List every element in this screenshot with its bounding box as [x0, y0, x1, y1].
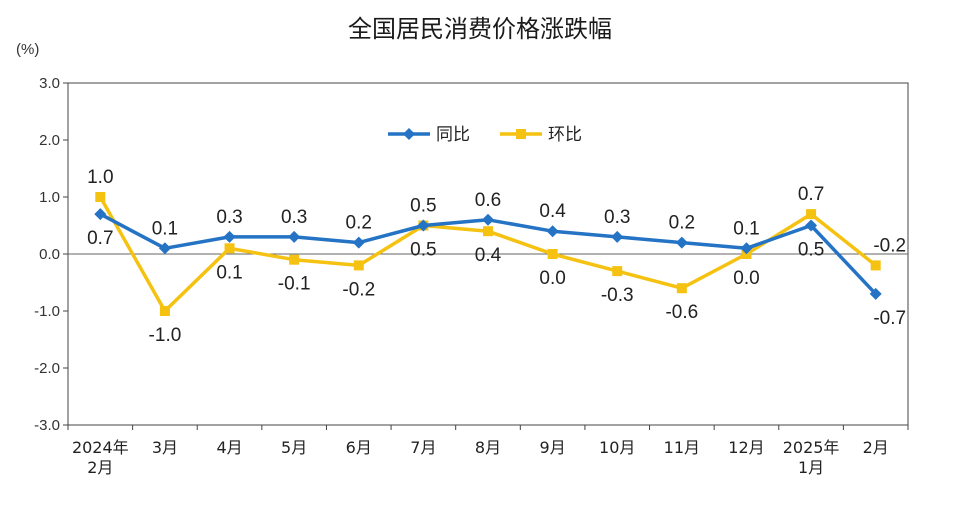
chart-title: 全国居民消费价格涨跌幅 [348, 15, 612, 43]
data-point [546, 225, 559, 238]
data-label: 0.1 [216, 262, 242, 283]
data-label: -0.2 [873, 235, 906, 256]
legend-marker [516, 129, 526, 139]
data-label: -0.7 [873, 308, 906, 329]
x-tick-label: 9月 [540, 438, 566, 457]
data-label: 0.6 [475, 190, 501, 211]
data-point [95, 192, 106, 202]
y-tick-label: 0.0 [39, 246, 60, 263]
y-tick-label: 2.0 [39, 132, 60, 149]
y-tick-label: -2.0 [34, 360, 60, 377]
data-label: 0.7 [87, 228, 113, 249]
data-point [94, 208, 107, 221]
data-point [482, 213, 494, 226]
data-label: 0.1 [152, 218, 178, 239]
data-label: 0.1 [733, 218, 759, 239]
x-tick-label: 2024年 [72, 438, 129, 457]
data-point [224, 243, 235, 254]
data-label: 0.4 [539, 201, 566, 222]
data-point [675, 236, 688, 249]
data-label: 0.5 [410, 196, 436, 217]
x-tick-label: 2月 [863, 438, 889, 457]
legend-label: 环比 [548, 125, 582, 145]
x-tick-label: 2025年 [783, 438, 840, 457]
x-tick-label: 7月 [410, 438, 436, 457]
y-tick-label: -3.0 [34, 417, 60, 434]
x-tick-label: 10月 [599, 438, 635, 457]
data-point [740, 242, 753, 255]
data-labels: 0.7 0.1 0.3 0.3 0.2 0.5 0.6 0.4 0.3 0.2 0.1 0.5 -0.7… [87, 167, 906, 346]
y-tick-label: 1.0 [39, 189, 60, 206]
data-point [159, 306, 170, 316]
data-label: 0.3 [281, 207, 307, 228]
data-label: -0.2 [342, 279, 375, 300]
data-point [611, 230, 624, 243]
y-tick-label: -1.0 [34, 303, 60, 320]
x-tick-label: 2月 [87, 458, 113, 477]
data-label: -0.3 [601, 285, 634, 306]
data-point [288, 230, 301, 243]
data-point [612, 266, 623, 277]
data-label: 0.3 [216, 207, 242, 228]
data-label: 0.2 [669, 213, 695, 234]
data-point [869, 287, 882, 300]
data-label: -0.1 [278, 274, 311, 295]
x-tick-label: 8月 [475, 438, 501, 457]
data-label: 0.3 [604, 207, 630, 228]
data-label: 0.7 [798, 184, 824, 205]
data-label: 0.5 [410, 240, 436, 261]
data-label: 0.0 [539, 268, 565, 289]
data-label: 0.4 [475, 245, 502, 266]
x-tick-label: 3月 [152, 438, 178, 457]
x-tick-label: 5月 [281, 438, 307, 457]
data-point [353, 260, 364, 271]
legend-label: 同比 [436, 125, 470, 145]
data-point [289, 254, 300, 265]
data-label: 0.2 [346, 213, 372, 234]
data-point [805, 219, 818, 232]
series-layer [94, 192, 882, 316]
data-point [352, 236, 365, 249]
x-tick-label: 6月 [346, 438, 372, 457]
data-point [676, 283, 687, 294]
x-tick-label: 12月 [728, 438, 764, 457]
data-point [547, 249, 558, 259]
x-tick-label: 1月 [798, 458, 824, 477]
data-point [223, 230, 236, 243]
data-label: 0.5 [798, 240, 824, 261]
data-label: -1.0 [149, 325, 182, 346]
x-tick-label: 4月 [216, 438, 242, 457]
data-point [806, 209, 817, 220]
data-point [870, 260, 881, 271]
data-label: 1.0 [87, 167, 113, 188]
x-tick-label: 11月 [664, 438, 700, 457]
data-label: -0.6 [665, 302, 698, 323]
data-label: 0.0 [733, 268, 759, 289]
legend-marker [403, 128, 415, 140]
data-point [483, 226, 493, 237]
unit-label: (%) [16, 41, 39, 58]
data-point [158, 242, 171, 255]
y-tick-label: 3.0 [39, 75, 60, 92]
data-point [417, 219, 430, 232]
legend: 同比 环比 [388, 125, 582, 145]
